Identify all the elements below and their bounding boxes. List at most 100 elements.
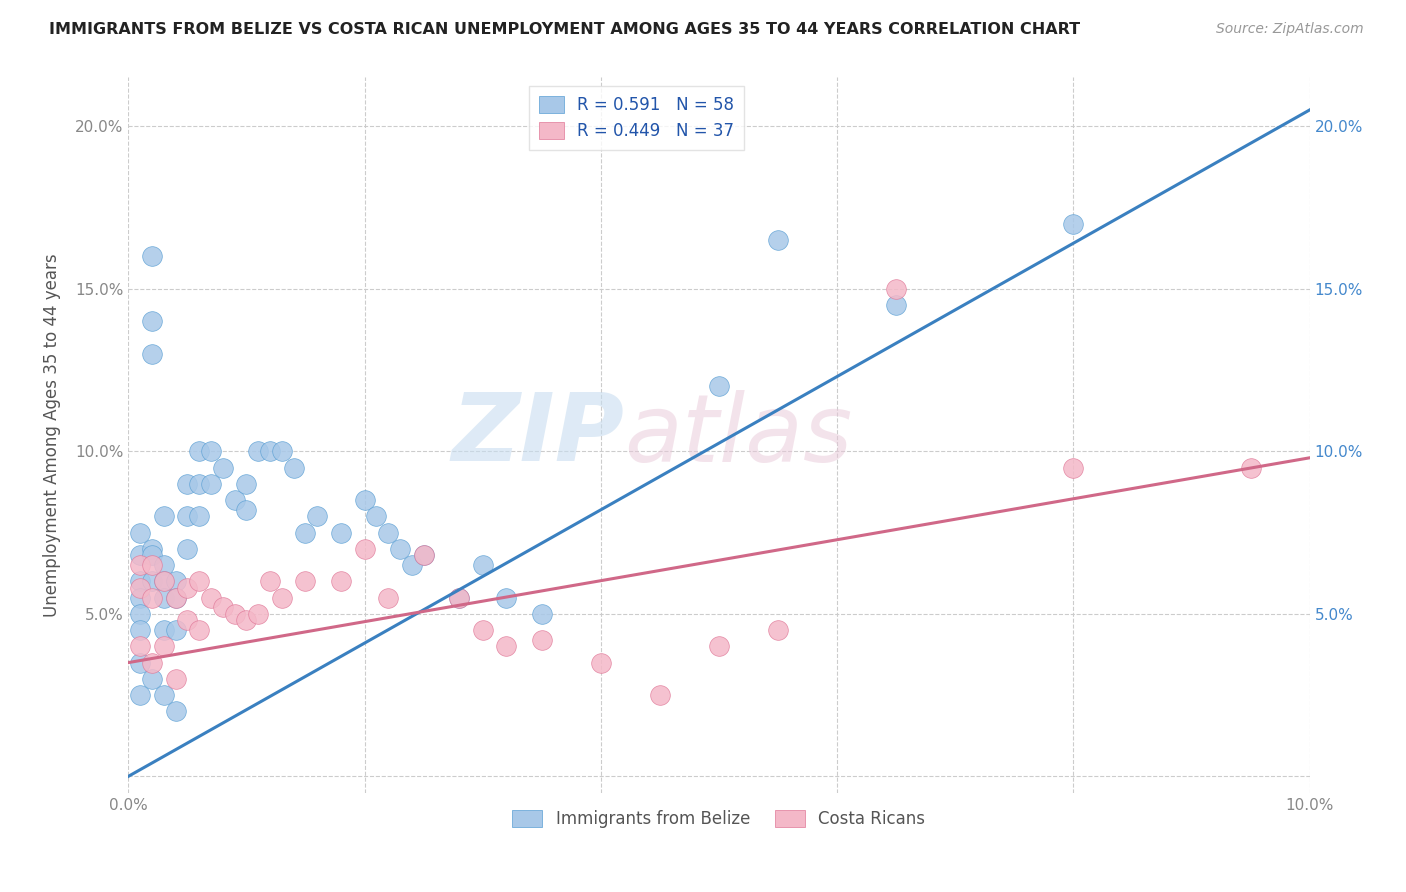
Point [141,249,163,263]
Point [224,607,246,621]
Text: ZIP: ZIP [451,389,624,481]
Text: atlas: atlas [624,390,852,481]
Point [129,525,152,540]
Point [235,476,257,491]
Point [141,558,163,573]
Point [165,591,187,605]
Point [270,444,292,458]
Point [188,444,211,458]
Point [141,656,163,670]
Point [259,444,281,458]
Point [141,314,163,328]
Point [165,705,187,719]
Point [129,549,152,563]
Point [471,558,494,573]
Point [1062,460,1084,475]
Point [152,640,174,654]
Point [165,574,187,589]
Point [648,688,671,702]
Point [129,640,152,654]
Point [176,581,198,595]
Point [1062,217,1084,231]
Point [188,623,211,637]
Point [152,574,174,589]
Point [165,672,187,686]
Point [707,640,730,654]
Point [176,541,198,556]
Point [141,591,163,605]
Point [152,574,174,589]
Point [307,509,329,524]
Point [141,347,163,361]
Point [329,525,352,540]
Point [152,509,174,524]
Point [165,623,187,637]
Point [129,574,152,589]
Point [165,591,187,605]
Point [412,549,434,563]
Point [884,298,907,312]
Point [129,623,152,637]
Point [412,549,434,563]
Point [259,574,281,589]
Point [366,509,388,524]
Point [188,509,211,524]
Point [294,525,316,540]
Point [176,613,198,627]
Point [188,574,211,589]
Point [224,493,246,508]
Point [235,613,257,627]
Y-axis label: Unemployment Among Ages 35 to 44 years: Unemployment Among Ages 35 to 44 years [44,253,60,617]
Point [247,444,270,458]
Point [211,460,233,475]
Point [129,688,152,702]
Point [141,549,163,563]
Point [141,541,163,556]
Point [141,574,163,589]
Point [495,591,517,605]
Point [188,476,211,491]
Point [766,623,789,637]
Point [152,623,174,637]
Point [129,656,152,670]
Text: Source: ZipAtlas.com: Source: ZipAtlas.com [1216,22,1364,37]
Point [270,591,292,605]
Point [329,574,352,589]
Point [353,493,375,508]
Point [176,509,198,524]
Point [152,688,174,702]
Point [247,607,270,621]
Legend: Immigrants from Belize, Costa Ricans: Immigrants from Belize, Costa Ricans [506,803,932,834]
Point [884,282,907,296]
Point [447,591,470,605]
Point [176,476,198,491]
Point [152,591,174,605]
Point [377,525,399,540]
Point [1239,460,1261,475]
Point [353,541,375,556]
Point [235,503,257,517]
Point [401,558,423,573]
Point [447,591,470,605]
Point [471,623,494,637]
Point [200,444,222,458]
Point [707,379,730,393]
Point [211,600,233,615]
Point [495,640,517,654]
Point [377,591,399,605]
Point [294,574,316,589]
Point [530,632,553,647]
Point [388,541,411,556]
Point [141,672,163,686]
Point [589,656,612,670]
Point [200,476,222,491]
Point [129,607,152,621]
Point [129,558,152,573]
Point [152,558,174,573]
Point [530,607,553,621]
Text: IMMIGRANTS FROM BELIZE VS COSTA RICAN UNEMPLOYMENT AMONG AGES 35 TO 44 YEARS COR: IMMIGRANTS FROM BELIZE VS COSTA RICAN UN… [49,22,1080,37]
Point [766,233,789,247]
Point [129,591,152,605]
Point [283,460,305,475]
Point [200,591,222,605]
